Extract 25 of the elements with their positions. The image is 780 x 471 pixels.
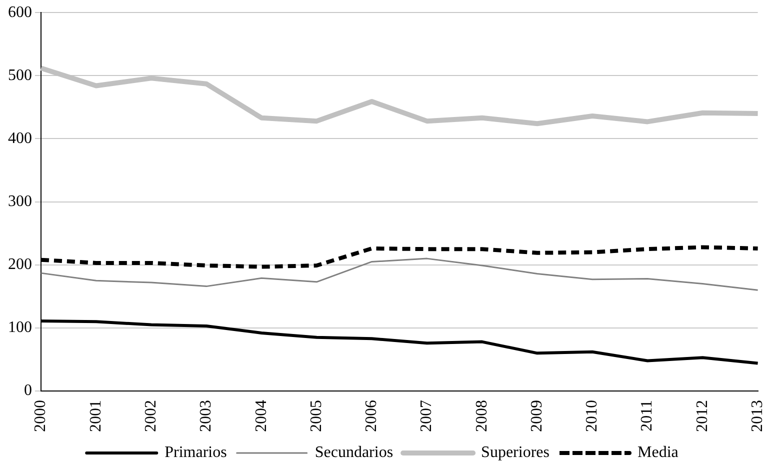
x-tick-label: 2001 — [87, 400, 104, 432]
x-tick-label: 2006 — [363, 400, 380, 432]
y-tick-label: 500 — [8, 66, 32, 84]
x-tick-label: 2002 — [142, 400, 160, 432]
x-tick-label: 2000 — [32, 400, 50, 432]
y-tick-label: 200 — [8, 256, 32, 274]
legend-label: Primarios — [164, 444, 227, 462]
x-tick-label: 2012 — [694, 400, 711, 432]
y-tick-label: 0 — [24, 382, 32, 400]
x-tick-label: 2005 — [308, 400, 325, 432]
legend-label: Media — [637, 444, 678, 462]
x-tick-label: 2004 — [252, 400, 270, 432]
y-tick-label: 600 — [8, 4, 32, 21]
y-tick-label: 300 — [8, 193, 32, 210]
x-tick-label: 2008 — [473, 400, 490, 432]
y-tick-label: 400 — [8, 130, 32, 147]
x-tick-label: 2003 — [198, 400, 215, 432]
x-tick-label: 2010 — [584, 400, 601, 432]
x-tick-label: 2013 — [749, 400, 766, 432]
legend-label: Superiores — [481, 444, 550, 462]
y-tick-label: 100 — [8, 319, 32, 336]
legend-label: Secundarios — [314, 444, 394, 462]
x-tick-label: 2011 — [638, 400, 656, 432]
x-tick-label: 2009 — [528, 400, 546, 432]
x-tick-label: 2007 — [418, 400, 436, 432]
